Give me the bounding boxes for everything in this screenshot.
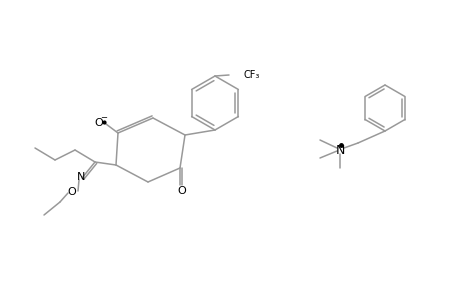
Text: N: N [335, 143, 344, 157]
Text: O: O [95, 118, 103, 128]
Text: CF₃: CF₃ [243, 70, 260, 80]
Text: N: N [77, 172, 85, 182]
Text: −: − [100, 113, 107, 122]
Text: O: O [177, 186, 186, 196]
Text: O: O [67, 187, 76, 197]
